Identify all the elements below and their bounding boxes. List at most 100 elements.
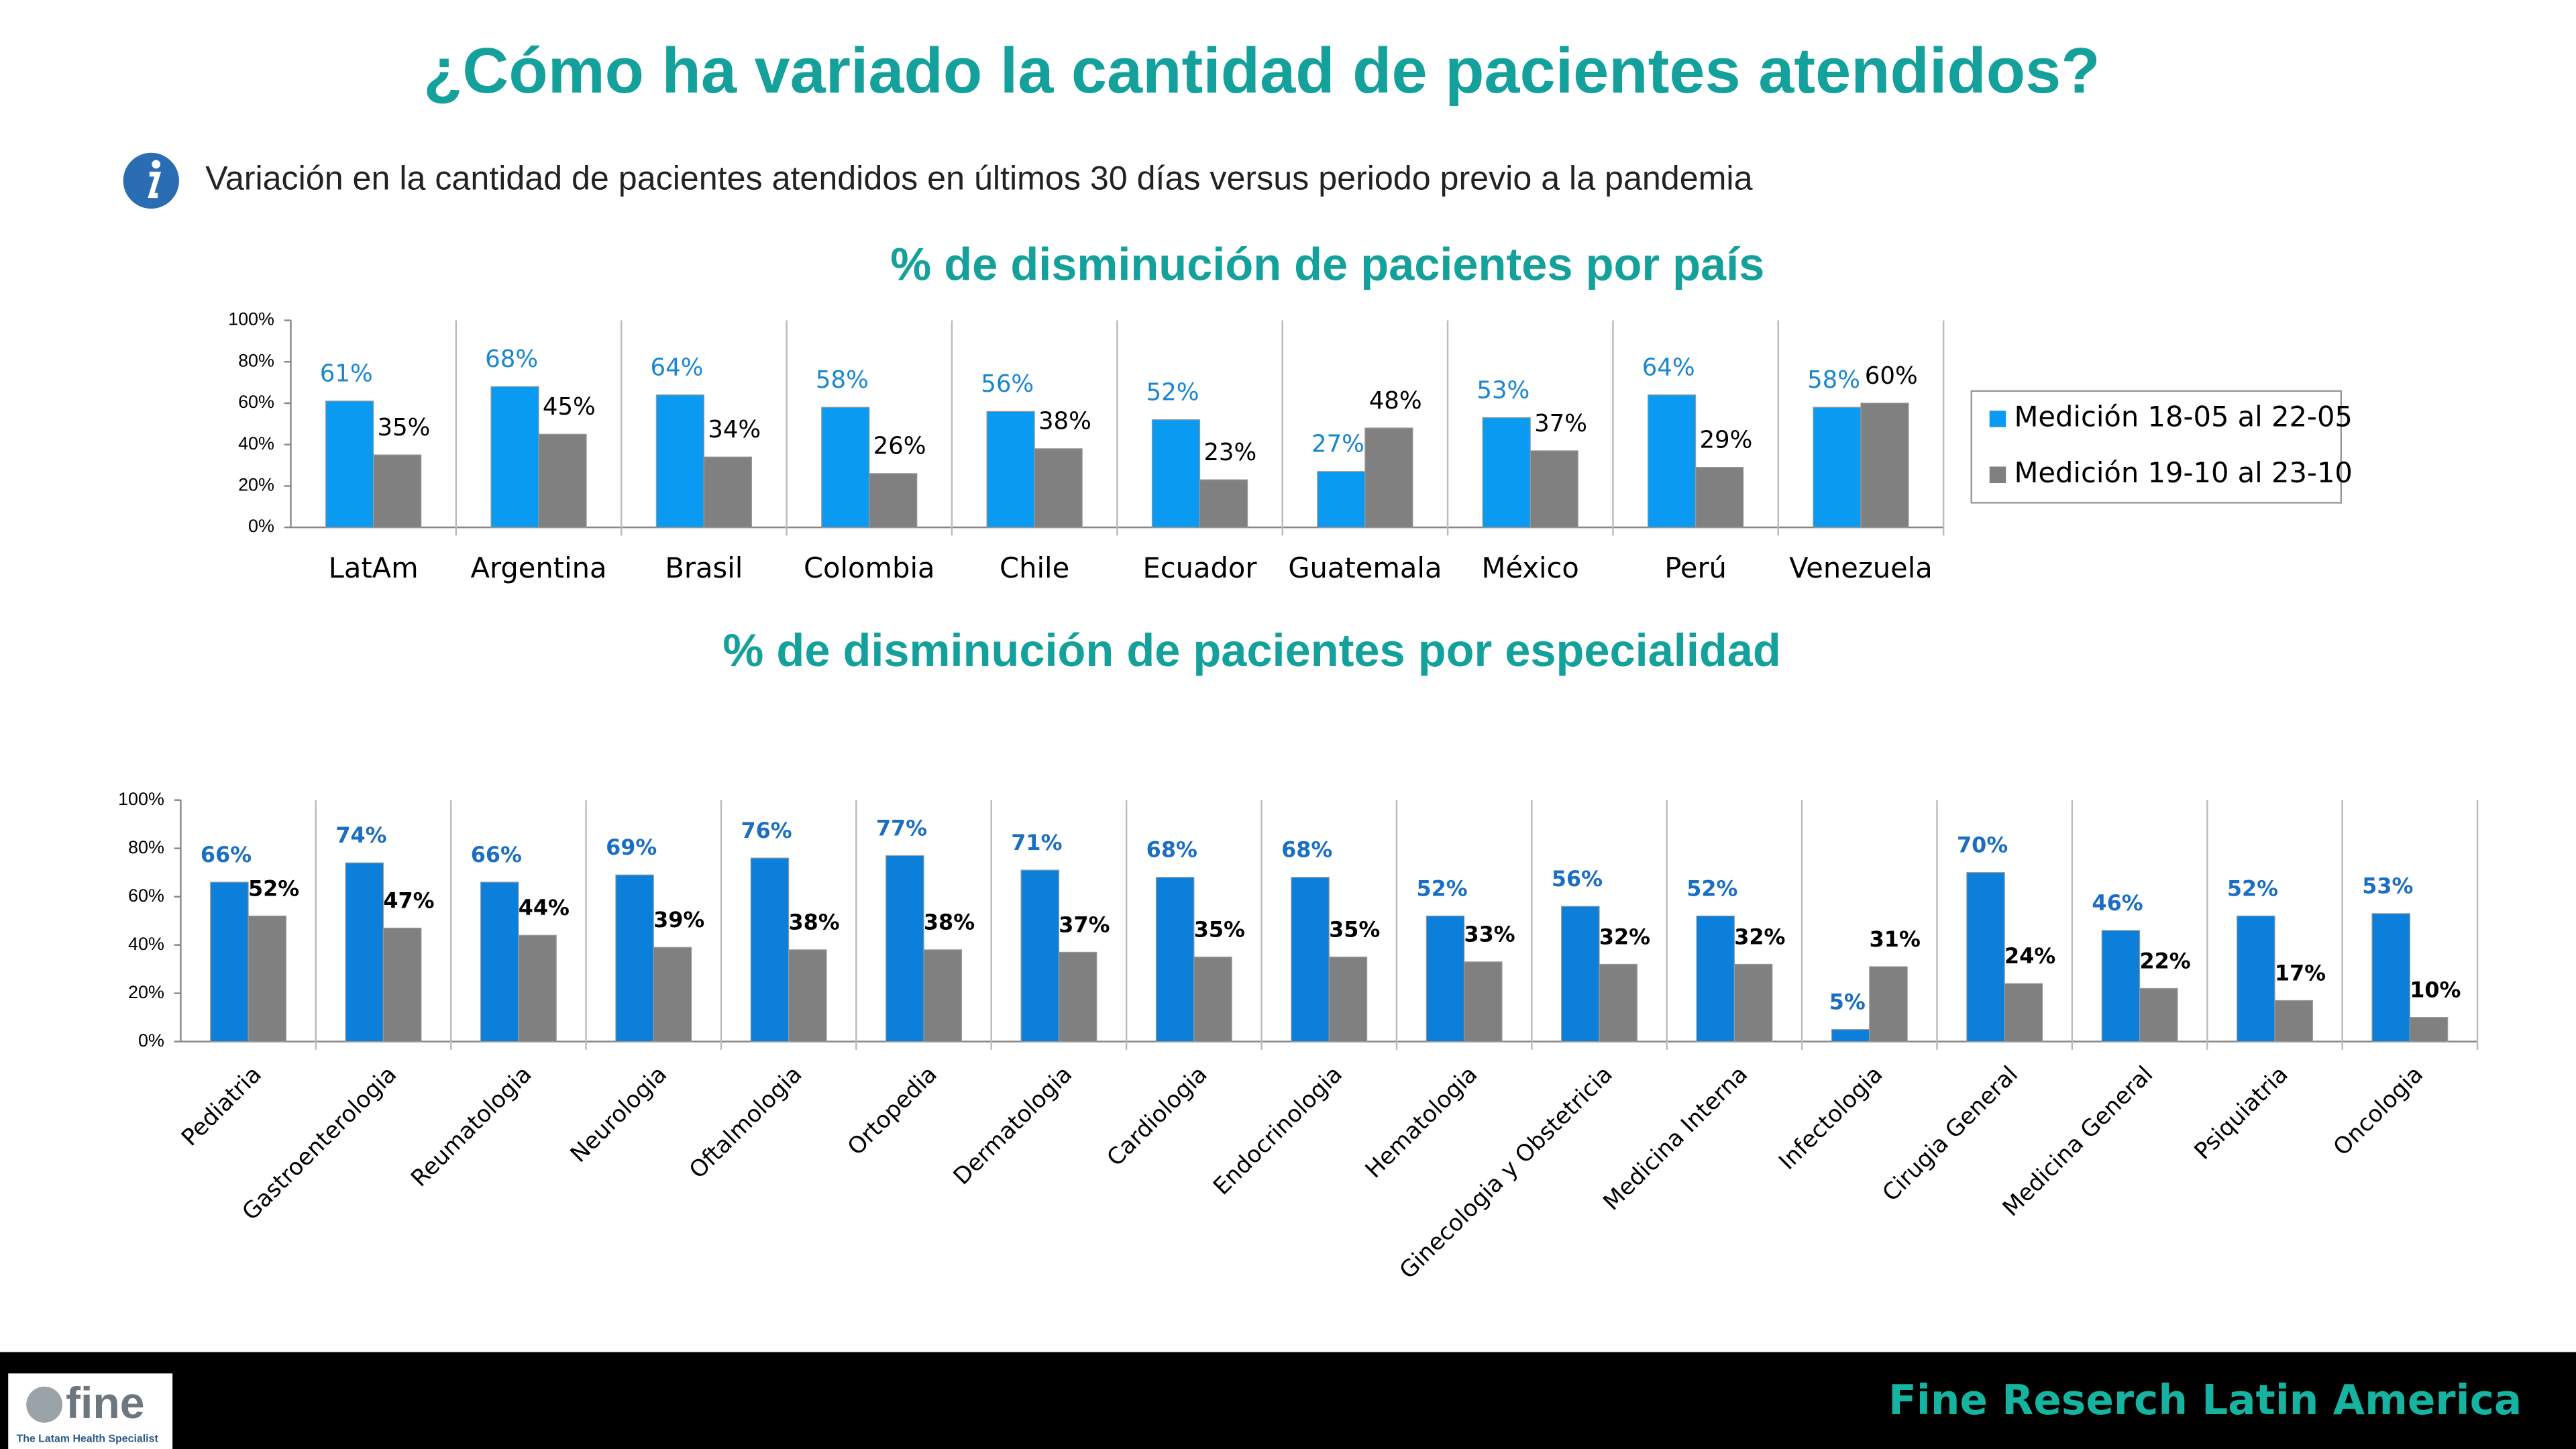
x-tick-label: LatAm xyxy=(329,551,419,584)
bar xyxy=(1155,877,1195,1042)
bar xyxy=(2371,913,2410,1042)
value-label: 77% xyxy=(876,815,927,841)
value-label: 47% xyxy=(383,888,434,913)
bar xyxy=(703,456,753,528)
y-tick-label: 20% xyxy=(238,475,274,495)
y-tick-label: 100% xyxy=(118,789,164,809)
value-label: 56% xyxy=(981,370,1034,398)
bar xyxy=(1813,407,1862,528)
y-tick-label: 0% xyxy=(248,516,274,536)
value-label: 22% xyxy=(2139,948,2190,973)
value-label: 74% xyxy=(335,822,386,848)
chart-title: % de disminución de pacientes por especi… xyxy=(722,625,1780,676)
value-label: 64% xyxy=(1642,354,1695,381)
bar xyxy=(345,862,384,1042)
y-tick-label: 60% xyxy=(238,392,274,412)
value-label: 35% xyxy=(1194,916,1245,942)
footer-text: Fine Reserch Latin America xyxy=(1888,1377,2522,1424)
value-label: 23% xyxy=(1203,439,1256,466)
bar xyxy=(1831,1029,1870,1042)
bar xyxy=(1860,402,1909,528)
bar xyxy=(1869,966,1908,1042)
value-label: 45% xyxy=(543,393,596,421)
bar xyxy=(518,934,557,1042)
x-tick-label: Ecuador xyxy=(1142,551,1257,584)
bar xyxy=(1733,963,1773,1042)
value-label: 52% xyxy=(2227,875,2278,901)
value-label: 27% xyxy=(1311,431,1364,458)
value-label: 58% xyxy=(1807,366,1860,394)
bar xyxy=(1696,915,1735,1042)
value-label: 60% xyxy=(1865,362,1918,390)
bar xyxy=(325,400,374,528)
bar xyxy=(210,881,249,1042)
bar xyxy=(1599,963,1638,1042)
info-icon xyxy=(123,152,179,209)
value-label: 56% xyxy=(1552,866,1603,892)
bar xyxy=(490,386,539,528)
value-label: 70% xyxy=(1957,832,2008,857)
value-label: 24% xyxy=(2004,943,2055,969)
value-label: 68% xyxy=(485,345,538,373)
value-label: 37% xyxy=(1059,912,1110,937)
y-tick-label: 80% xyxy=(128,837,164,857)
bar xyxy=(1561,906,1600,1042)
value-label: 39% xyxy=(653,907,704,932)
x-tick-label: Argentina xyxy=(470,551,606,584)
bar xyxy=(655,394,704,528)
bar xyxy=(1291,877,1330,1042)
logo: fine xyxy=(66,1379,145,1428)
value-label: 26% xyxy=(873,433,926,460)
value-label: 53% xyxy=(1477,376,1529,404)
bar xyxy=(480,881,519,1042)
bar xyxy=(2139,987,2178,1042)
bar xyxy=(373,454,422,528)
bar xyxy=(1151,419,1201,528)
x-tick-label: Colombia xyxy=(804,551,935,584)
bar xyxy=(2237,915,2275,1042)
value-label: 35% xyxy=(378,414,431,441)
page-title: ¿Cómo ha variado la cantidad de paciente… xyxy=(423,36,2100,107)
legend-swatch xyxy=(1989,411,2006,427)
value-label: 17% xyxy=(2275,960,2326,985)
value-label: 44% xyxy=(519,895,570,920)
bar xyxy=(1482,417,1531,528)
bar xyxy=(1529,450,1578,528)
legend-box xyxy=(1970,390,2343,504)
value-label: 58% xyxy=(816,366,869,394)
x-tick-label: Guatemala xyxy=(1288,551,1442,584)
subtitle: Variación en la cantidad de pacientes at… xyxy=(205,160,1752,197)
value-label: 52% xyxy=(1146,378,1199,406)
value-label: 35% xyxy=(1329,916,1380,942)
value-label: 52% xyxy=(1686,875,1737,901)
y-tick-label: 40% xyxy=(238,433,274,453)
bar xyxy=(1426,915,1465,1042)
bar xyxy=(615,874,654,1042)
bar xyxy=(1328,957,1368,1042)
value-label: 46% xyxy=(2092,890,2143,916)
footer-band xyxy=(0,1352,2576,1449)
value-label: 29% xyxy=(1699,426,1752,453)
bar xyxy=(248,915,287,1042)
value-label: 64% xyxy=(651,354,704,381)
x-tick-label: Venezuela xyxy=(1789,551,1933,584)
value-label: 38% xyxy=(1038,408,1091,435)
bar xyxy=(2409,1017,2449,1042)
bar xyxy=(1364,427,1413,528)
value-label: 10% xyxy=(2410,977,2461,1002)
bar xyxy=(869,473,918,528)
bar xyxy=(1695,467,1744,528)
bar xyxy=(1966,872,2005,1042)
bar xyxy=(1020,869,1060,1042)
value-label: 32% xyxy=(1599,924,1650,949)
value-label: 31% xyxy=(1870,926,1921,952)
y-tick-label: 80% xyxy=(238,350,274,370)
bar xyxy=(1317,471,1366,528)
value-label: 68% xyxy=(1146,837,1197,863)
value-label: 34% xyxy=(708,416,761,443)
bar xyxy=(382,927,422,1042)
bar xyxy=(821,407,870,528)
bar xyxy=(986,411,1035,528)
